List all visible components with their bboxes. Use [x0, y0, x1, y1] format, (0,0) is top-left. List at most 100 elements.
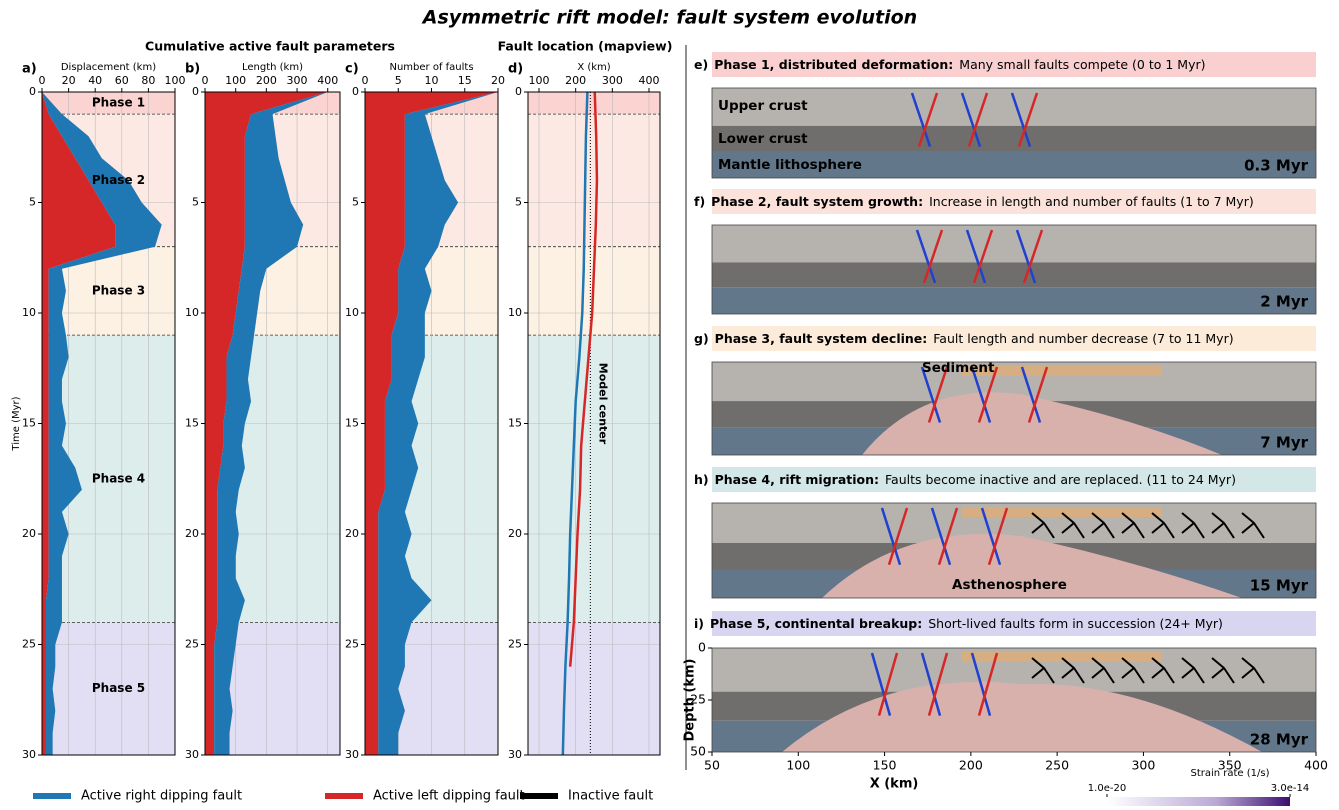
x-tick-label: 400 — [1304, 758, 1328, 773]
x-tick-label: 200 — [256, 74, 277, 87]
area — [365, 92, 498, 755]
asthenosphere — [782, 681, 1262, 752]
colorbar-label: Strain rate (1/s) — [1190, 768, 1269, 779]
x-axis-label: X (km) — [870, 777, 919, 792]
section-frame — [711, 87, 1317, 179]
cross-section — [712, 648, 1316, 752]
fault — [980, 507, 1002, 566]
inactive-fault — [1241, 512, 1265, 539]
y-tick-label: 5 — [515, 196, 522, 209]
fault — [910, 92, 932, 147]
fault — [920, 652, 942, 716]
layer-label: Lower crust — [718, 131, 808, 147]
phase-label: Phase 3 — [92, 283, 145, 297]
x-tick-label: 100 — [165, 74, 186, 87]
sediment — [962, 652, 1162, 662]
phase-label: Phase 1 — [92, 96, 145, 110]
section-frame — [711, 224, 1317, 315]
y-tick-label: 25 — [690, 692, 706, 707]
phase-header — [712, 52, 1316, 77]
phase-band — [42, 92, 175, 115]
header-part: i) — [694, 616, 704, 631]
fault — [977, 652, 999, 716]
phase-band — [528, 114, 660, 247]
y-tick-label: 0 — [515, 85, 522, 98]
phase-header-text: e) Phase 1, distributed deformation: Many … — [694, 57, 1205, 72]
x-tick-label: 10 — [425, 74, 439, 87]
fault-trace — [561, 91, 589, 756]
inactive-fault — [1181, 512, 1205, 539]
fault — [1010, 92, 1032, 147]
y-tick-label: 20 — [185, 527, 199, 540]
x-tick-label: 250 — [1045, 758, 1069, 773]
y-tick-label: 30 — [345, 748, 359, 761]
y-tick-label: 25 — [508, 638, 522, 651]
mantle — [712, 287, 1316, 314]
fault — [1027, 366, 1049, 423]
phase-band — [528, 335, 660, 623]
inactive-fault — [1031, 657, 1055, 684]
legend-label: Inactive fault — [568, 789, 653, 804]
y-tick-label: 30 — [185, 748, 199, 761]
x-tick-label: 100 — [786, 758, 810, 773]
y-tick-label: 30 — [508, 748, 522, 761]
x-tick-label: 100 — [225, 74, 246, 87]
x-tick-label: 400 — [639, 74, 660, 87]
group-title: Fault location (mapview) — [498, 39, 673, 54]
inactive-fault — [1031, 512, 1055, 539]
phase-header — [712, 326, 1316, 351]
layer-label: Sediment — [922, 360, 995, 376]
header-part: h) — [694, 472, 709, 487]
inactive-fault — [1091, 512, 1115, 539]
group-title: Cumulative active fault parameters — [145, 39, 395, 54]
fault — [927, 366, 949, 423]
header-part: Faults become inactive and are replaced.… — [885, 472, 1236, 487]
area — [378, 92, 498, 755]
fault — [977, 366, 999, 423]
x-tick-label: 150 — [873, 758, 897, 773]
y-tick-label: 30 — [22, 748, 36, 761]
header-part: f) — [694, 194, 705, 209]
fault — [960, 92, 982, 147]
y-tick-label: 15 — [345, 417, 359, 430]
phase-label: Phase 4 — [92, 471, 145, 485]
header-part: Phase 5, continental breakup: — [710, 616, 922, 631]
layer-label: Asthenosphere — [952, 577, 1067, 593]
x-tick-label: 80 — [141, 74, 155, 87]
x-tick-label: 40 — [88, 74, 102, 87]
y-tick-label: 15 — [185, 417, 199, 430]
colorbar-tick-label: 1.0e-20 — [1088, 783, 1126, 794]
y-tick-label: 50 — [690, 744, 706, 759]
cross-section — [712, 503, 1316, 598]
area — [42, 92, 162, 755]
x-axis-label: Displacement (km) — [61, 62, 156, 73]
x-tick-label: 100 — [529, 74, 550, 87]
y-tick-label: 0 — [192, 85, 199, 98]
figure-title: Asymmetric rift model: fault system evol… — [421, 7, 917, 29]
layer-label: Upper crust — [718, 98, 808, 114]
phase-label: Phase 5 — [92, 681, 145, 695]
inactive-fault — [1091, 657, 1115, 684]
legend-swatch — [520, 793, 558, 799]
header-part: g) — [694, 331, 709, 346]
x-tick-label: 200 — [565, 74, 586, 87]
y-tick-label: 0 — [698, 640, 706, 655]
y-axis-label: Time (Myr) — [11, 396, 22, 451]
panel-letter: a) — [22, 62, 37, 77]
inactive-fault — [1061, 512, 1085, 539]
header-part: Phase 2, fault system growth: — [711, 194, 923, 209]
y-axis-label: Depth (km) — [683, 659, 698, 742]
y-tick-label: 0 — [29, 85, 36, 98]
fault — [920, 366, 942, 423]
fault-trace — [568, 91, 599, 667]
header-part: Short-lived faults form in succession (2… — [928, 616, 1223, 631]
x-tick-label: 300 — [287, 74, 308, 87]
fault — [972, 229, 994, 284]
fault — [965, 229, 987, 284]
upper-crust — [712, 88, 1316, 126]
annotation: Model center — [596, 363, 609, 445]
fault — [1017, 92, 1039, 147]
y-tick-label: 5 — [29, 196, 36, 209]
x-tick-label: 0 — [202, 74, 209, 87]
panel-letter: c) — [345, 62, 359, 77]
